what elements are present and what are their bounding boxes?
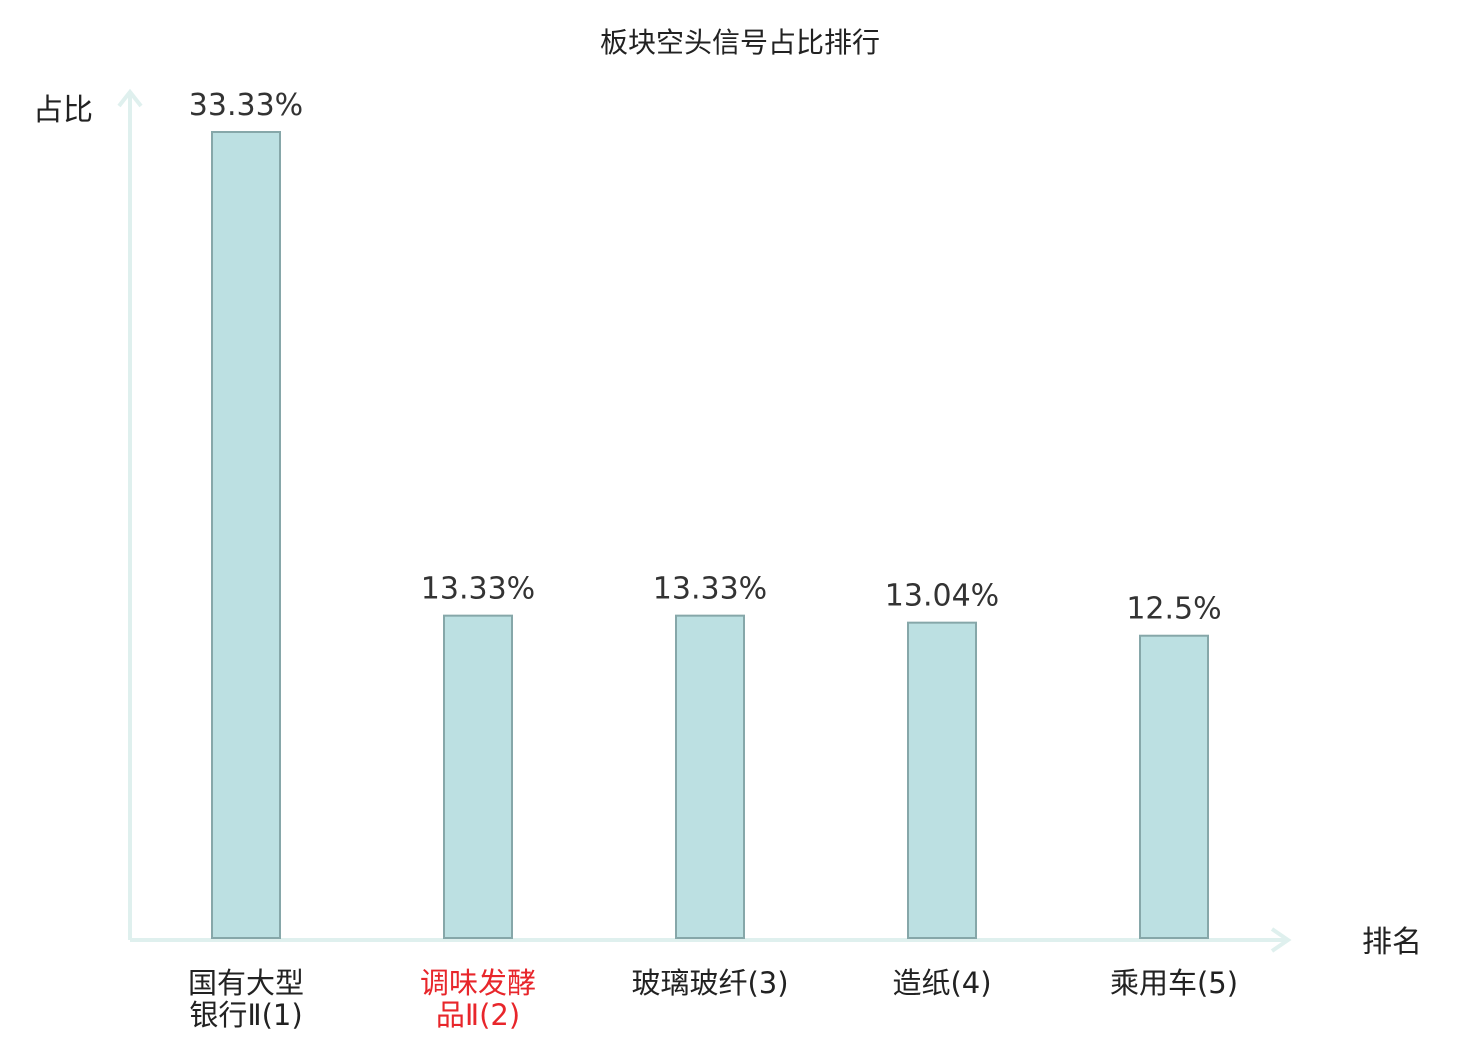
category-labels-group: 国有大型银行Ⅱ(1) 调味发酵品Ⅱ(2) 玻璃玻纤(3) 造纸(4) 乘用车(5) [188, 966, 1238, 1032]
category-label-line: 品Ⅱ(2) [436, 998, 520, 1032]
category-label-2: 调味发酵品Ⅱ(2) [420, 966, 536, 1032]
x-axis [130, 927, 1292, 953]
value-label-4: 13.04% [885, 579, 999, 614]
category-label-3: 玻璃玻纤(3) [631, 966, 788, 1000]
category-label-line: 银行Ⅱ(1) [189, 998, 302, 1032]
y-axis-label: 占比 [33, 93, 93, 128]
bar-5 [1139, 634, 1209, 940]
bar-1 [211, 131, 281, 939]
y-axis [117, 88, 143, 940]
value-label-5: 12.5% [1126, 592, 1221, 627]
bar-4 [907, 621, 977, 939]
value-label-3: 13.33% [653, 572, 767, 607]
bar-2 [443, 614, 513, 939]
category-label-line: 乘用车(5) [1110, 966, 1238, 1000]
bars-group [211, 131, 1209, 940]
category-label-line: 国有大型 [188, 966, 304, 1000]
category-label-5: 乘用车(5) [1110, 966, 1238, 1000]
category-label-line: 玻璃玻纤(3) [631, 966, 788, 1000]
x-axis-label: 排名 [1362, 925, 1422, 960]
bar-3 [675, 614, 745, 939]
category-label-1: 国有大型银行Ⅱ(1) [188, 966, 304, 1032]
chart-title: 板块空头信号占比排行 [600, 26, 880, 59]
category-label-line: 调味发酵 [420, 966, 536, 1000]
value-labels-group: 33.33% 13.33% 13.33% 13.04% 12.5% [189, 88, 1222, 627]
category-label-line: 造纸(4) [892, 966, 991, 1000]
value-label-1: 33.33% [189, 88, 303, 123]
category-label-4: 造纸(4) [892, 966, 991, 1000]
value-label-2: 13.33% [421, 572, 535, 607]
